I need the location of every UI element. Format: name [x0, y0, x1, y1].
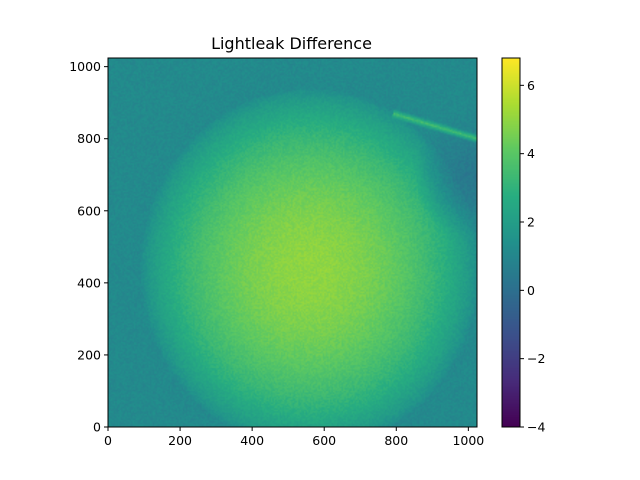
x-tick-label: 400	[240, 433, 264, 448]
chart-title: Lightleak Difference	[211, 34, 372, 53]
colorbar-tick-label: 4	[527, 146, 535, 161]
colorbar: −4 −2 0 2 4 6	[501, 57, 545, 435]
colorbar-tick-label: 6	[527, 78, 535, 93]
colorbar-tick-label: −2	[527, 351, 545, 366]
colorbar-ticks: −4 −2 0 2 4 6	[520, 78, 545, 435]
y-tick-label: 0	[93, 420, 101, 435]
colorbar-tick-label: 0	[527, 283, 535, 298]
colorbar-frame	[501, 57, 521, 428]
y-tick-label: 600	[77, 203, 101, 218]
x-tick-label: 200	[168, 433, 192, 448]
colorbar-gradient	[502, 58, 520, 427]
x-tick-label: 600	[312, 433, 336, 448]
plot-area	[107, 57, 478, 428]
colorbar-tick-label: −4	[527, 420, 545, 435]
heatmap-image	[108, 58, 477, 427]
plot-frame	[107, 57, 478, 428]
x-axis: 0 200 400 600 800 1000	[104, 427, 484, 448]
colorbar-tick-label: 2	[527, 215, 535, 230]
x-tick-label: 0	[104, 433, 112, 448]
y-tick-label: 400	[77, 275, 101, 290]
y-axis: 0 200 400 600 800 1000	[69, 59, 108, 435]
x-tick-label: 800	[384, 433, 408, 448]
y-tick-label: 1000	[69, 59, 101, 74]
y-tick-label: 200	[77, 347, 101, 362]
y-tick-label: 800	[77, 131, 101, 146]
x-tick-label: 1000	[452, 433, 484, 448]
